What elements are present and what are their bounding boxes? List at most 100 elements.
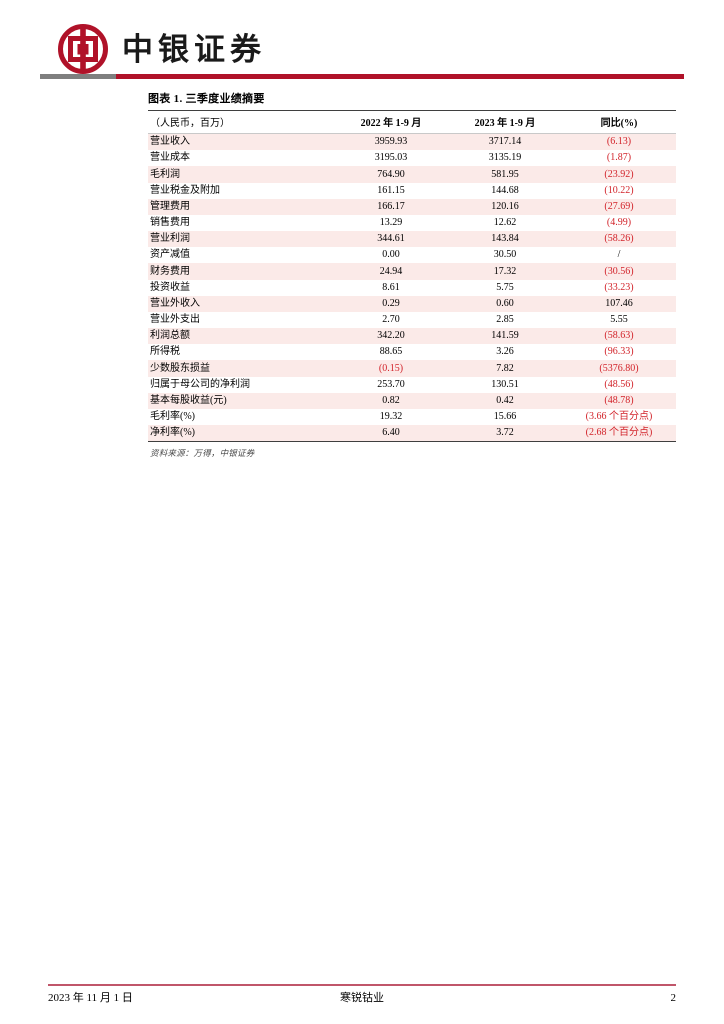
cell-2023: 3.26: [496, 346, 514, 358]
header-rule-red: [40, 74, 684, 79]
cell-2023: 5.75: [496, 281, 514, 293]
cell-2022: 19.32: [379, 411, 403, 423]
boc-circle-logo-icon: [58, 24, 108, 74]
row-label: 销售费用: [150, 217, 190, 229]
table-row: 营业外收入 0.29 0.60 107.46: [148, 295, 676, 312]
brand-name: 中银证券: [122, 31, 266, 67]
financial-summary-table: （人民币，百万） 2022 年 1-9 月 2023 年 1-9 月 同比(%)…: [148, 110, 676, 443]
cell-yoy: (4.99): [606, 217, 632, 229]
footer-row: 2023 年 11 月 1 日 2: [48, 989, 676, 1005]
table-row: 投资收益 8.61 5.75 (33.23): [148, 280, 676, 296]
row-label: 营业税金及附加: [150, 184, 220, 196]
table-row: 营业税金及附加 161.15 144.68 (10.22): [148, 183, 676, 199]
source-note: 资料来源：万得，中银证券: [150, 448, 255, 459]
cell-2023: 2.85: [496, 314, 514, 326]
cell-2022: (0.15): [334, 360, 448, 377]
row-label: 管理费用: [148, 198, 334, 215]
footer-date: 2023 年 11 月 1 日: [48, 992, 133, 1004]
cell-2023: 3135.19: [488, 152, 522, 164]
table-head: （人民币，百万） 2022 年 1-9 月 2023 年 1-9 月 同比(%): [148, 110, 676, 134]
row-label: 毛利润: [148, 166, 334, 183]
cell-2022: 764.90: [334, 166, 448, 183]
cell-yoy: (58.26): [562, 231, 676, 248]
cell-2022: 0.29: [334, 295, 448, 312]
cell-2023: 7.82: [448, 360, 562, 377]
table-row: 毛利率(%) 19.32 15.66 (3.66 个百分点): [148, 409, 676, 425]
cell-2022: 8.61: [382, 281, 400, 293]
cell-yoy: (33.23): [604, 281, 634, 293]
table-row: 归属于母公司的净利润 253.70 130.51 (48.56): [148, 377, 676, 393]
page-header: 中银证券: [0, 0, 724, 86]
row-label: 基本每股收益(元): [148, 392, 334, 409]
cell-yoy: (27.69): [562, 198, 676, 215]
table-row: 利润总额 342.20 141.59 (58.63): [148, 328, 676, 345]
table-row: 财务费用 24.94 17.32 (30.56): [148, 263, 676, 280]
cell-2023: 12.62: [493, 217, 517, 229]
cell-2023: 0.42: [448, 392, 562, 409]
cell-yoy: (58.63): [562, 328, 676, 345]
brand-lockup: 中银证券: [58, 24, 266, 74]
row-label: 归属于母公司的净利润: [150, 378, 250, 390]
row-label: 营业收入: [148, 133, 334, 151]
cell-2023: 143.84: [448, 231, 562, 248]
footer-rule: [48, 984, 676, 986]
cell-2022: 13.29: [379, 217, 403, 229]
cell-yoy: (1.87): [606, 152, 632, 164]
cell-2023: 0.60: [448, 295, 562, 312]
row-label: 所得税: [150, 346, 180, 358]
cell-yoy: (30.56): [562, 263, 676, 280]
cell-2023: 3.72: [448, 425, 562, 443]
cell-2022: 6.40: [334, 425, 448, 443]
cell-2022: 2.70: [382, 314, 400, 326]
row-label: 少数股东损益: [148, 360, 334, 377]
cell-2023: 141.59: [448, 328, 562, 345]
footer-page-number: 2: [670, 992, 677, 1004]
row-label: 营业利润: [148, 231, 334, 248]
table-body: 营业收入 3959.93 3717.14 (6.13) 营业成本 3195.03 3135.…: [148, 133, 676, 443]
cell-yoy: /: [617, 249, 621, 261]
cell-2022: 161.15: [377, 184, 405, 196]
cell-2022: 24.94: [334, 263, 448, 280]
row-label: 营业成本: [150, 152, 190, 164]
exhibit-block: 图表 1. 三季度业绩摘要 （人民币，百万） 2022 年 1-9 月 2023…: [148, 90, 676, 459]
table-row: 所得税 88.65 3.26 (96.33): [148, 344, 676, 360]
cell-yoy: (10.22): [604, 184, 634, 196]
cell-yoy: (6.13): [562, 133, 676, 151]
row-label: 毛利率(%): [150, 411, 195, 423]
cell-2022: 0.00: [382, 249, 400, 261]
table-row: 资产减值 0.00 30.50 /: [148, 247, 676, 263]
column-header-yoy: 同比(%): [562, 110, 676, 134]
column-header-2022: 2022 年 1-9 月: [334, 110, 448, 134]
cell-yoy: 107.46: [562, 295, 676, 312]
header-rule-gray: [40, 74, 116, 79]
table-row: 毛利润 764.90 581.95 (23.92): [148, 166, 676, 183]
row-label: 营业外收入: [148, 295, 334, 312]
cell-2022: 3959.93: [334, 133, 448, 151]
cell-yoy: (23.92): [562, 166, 676, 183]
table-header-row: （人民币，百万） 2022 年 1-9 月 2023 年 1-9 月 同比(%): [148, 110, 676, 134]
table-row: 营业利润 344.61 143.84 (58.26): [148, 231, 676, 248]
cell-2023: 30.50: [493, 249, 517, 261]
cell-2022: 344.61: [334, 231, 448, 248]
cell-yoy: (48.78): [562, 392, 676, 409]
cell-yoy: (3.66 个百分点): [585, 411, 653, 423]
exhibit-title: 图表 1. 三季度业绩摘要: [148, 93, 265, 105]
cell-2022: 253.70: [377, 378, 405, 390]
table-row: 基本每股收益(元) 0.82 0.42 (48.78): [148, 392, 676, 409]
row-label: 净利率(%): [148, 425, 334, 443]
table-row: 营业收入 3959.93 3717.14 (6.13): [148, 133, 676, 151]
cell-2023: 15.66: [493, 411, 517, 423]
footer-company-name: 寒锐钴业: [340, 992, 384, 1004]
cell-yoy: (5376.80): [562, 360, 676, 377]
row-label: 财务费用: [148, 263, 334, 280]
cell-yoy: (96.33): [604, 346, 634, 358]
cell-2023: 144.68: [491, 184, 519, 196]
table-row: 营业外支出 2.70 2.85 5.55: [148, 312, 676, 328]
cell-2022: 3195.03: [374, 152, 408, 164]
table-row: 营业成本 3195.03 3135.19 (1.87): [148, 150, 676, 166]
cell-2022: 342.20: [334, 328, 448, 345]
cell-yoy: 5.55: [610, 314, 628, 326]
table-row: 少数股东损益 (0.15) 7.82 (5376.80): [148, 360, 676, 377]
cell-2023: 120.16: [448, 198, 562, 215]
cell-2023: 3717.14: [448, 133, 562, 151]
